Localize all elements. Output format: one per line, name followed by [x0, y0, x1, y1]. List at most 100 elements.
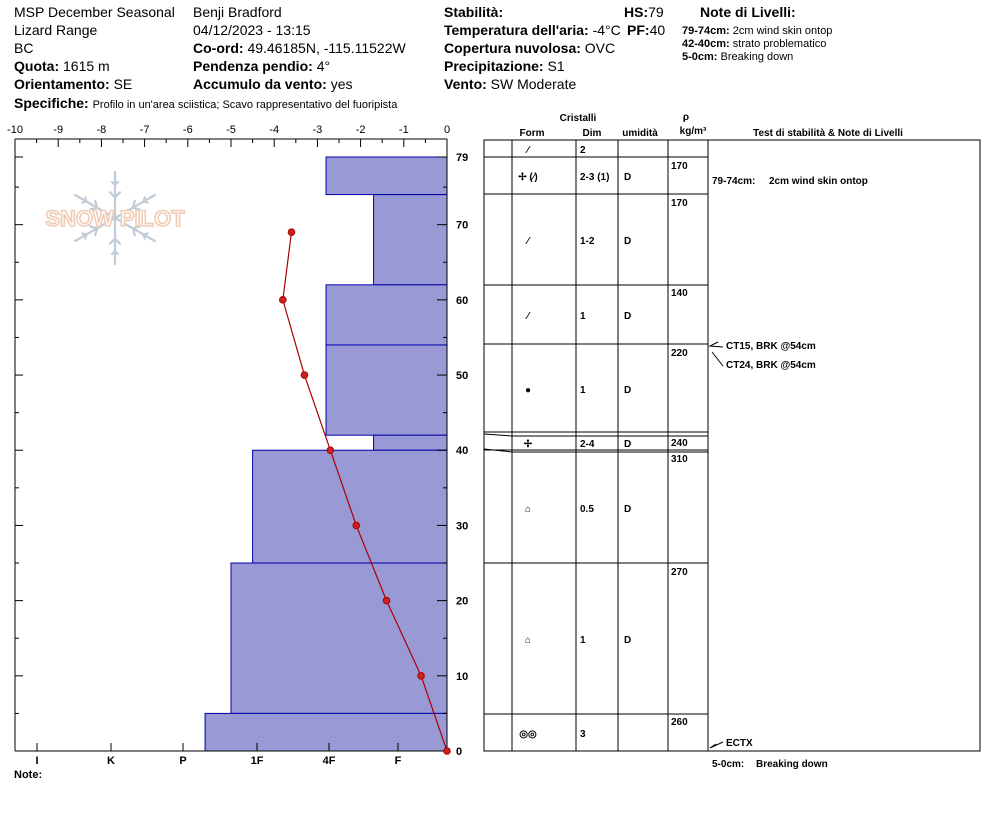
wetness: D	[624, 439, 631, 450]
crystal-form: ⁄	[525, 236, 531, 247]
crystal-size: 2	[580, 145, 586, 156]
wetness: D	[624, 504, 631, 515]
wetness: D	[624, 311, 631, 322]
y-tick-label: 40	[456, 445, 468, 457]
x-tick-label: -3	[313, 124, 323, 136]
air-temp: Temperatura dell'aria: -4°C	[444, 22, 621, 38]
x-tick-label: -6	[183, 124, 193, 136]
crystal-form: ◎◎	[519, 729, 537, 740]
y-tick-label: 70	[456, 220, 468, 232]
watermark-text: SNOW PILOT	[45, 206, 185, 231]
crystal-size: 3	[580, 729, 586, 740]
wetness: D	[624, 236, 631, 247]
hardness-layer	[373, 194, 448, 286]
note-2: 42-40cm: strato problematico	[682, 38, 827, 50]
x-tick-label: -9	[53, 124, 63, 136]
crystal-size: 2-3 (1)	[580, 172, 609, 183]
stability: Stabilità:	[444, 4, 504, 20]
connector	[483, 448, 513, 453]
hardness-layer	[325, 284, 448, 346]
y-tick-label: 0	[456, 746, 462, 758]
hardness-layer	[204, 712, 448, 752]
hardness-layer	[230, 562, 448, 714]
connector	[483, 433, 513, 437]
pf-value: PF:40	[627, 22, 666, 38]
notes-title: Note di Livelli:	[700, 4, 796, 20]
cloud-cover: Copertura nuvolosa: OVC	[444, 40, 616, 56]
wetness: D	[624, 385, 631, 396]
crystal-size: 1	[580, 311, 586, 322]
header-dim: Dim	[583, 128, 602, 139]
hardness-layer	[325, 344, 448, 436]
crystal-form: ●	[525, 385, 531, 396]
bottom-note-value: Breaking down	[756, 759, 828, 770]
temperature-point	[279, 296, 287, 304]
temperature-line	[282, 232, 448, 752]
header-umidita: umidità	[622, 128, 658, 139]
temperature-point	[443, 747, 451, 755]
range-name: Lizard Range	[14, 22, 98, 38]
note-1: 79-74cm: 2cm wind skin ontop	[682, 25, 833, 37]
crystal-size: 1	[580, 385, 586, 396]
aspect: Orientamento: SE	[14, 76, 133, 92]
density: 310	[671, 454, 688, 465]
temperature-point	[382, 596, 391, 605]
hardness-label: 1F	[251, 755, 264, 767]
y-tick-label: 60	[456, 295, 468, 307]
temperature-point	[352, 521, 361, 530]
layer-note-value: 2cm wind skin ontop	[769, 176, 868, 187]
snowpilot-watermark: SNOW PILOT	[45, 170, 186, 266]
x-tick-label: -8	[97, 124, 107, 136]
datetime: 04/12/2023 - 13:15	[193, 22, 311, 38]
density: 140	[671, 288, 688, 299]
temperature-point	[287, 228, 296, 236]
temperature-point	[300, 371, 309, 379]
density: 260	[671, 717, 688, 728]
wind: Vento: SW Moderate	[444, 76, 577, 92]
specifiche: Specifiche: Profilo in un'area sciistica…	[14, 95, 398, 111]
hardness-label: I	[35, 755, 38, 767]
crystal-form: ⁄	[525, 311, 531, 322]
crystal-form: ⌂	[525, 504, 531, 515]
y-tick-label: 50	[456, 370, 468, 382]
crystal-form: ✢	[524, 439, 533, 450]
x-tick-label: -1	[399, 124, 409, 136]
header-form: Form	[520, 128, 545, 139]
y-tick-label: 79	[456, 152, 468, 164]
table-frame	[483, 139, 981, 752]
test-pointer	[708, 341, 724, 348]
stability-test-2: CT24, BRK @54cm	[726, 360, 816, 371]
x-tick-label: -10	[7, 124, 23, 136]
region: BC	[14, 40, 34, 56]
y-tick-label: 20	[456, 596, 468, 608]
header-cristalli: Cristalli	[560, 113, 597, 124]
x-tick-label: -5	[226, 124, 236, 136]
note-3: 5-0cm: Breaking down	[682, 51, 794, 63]
density: 220	[671, 348, 688, 359]
x-tick-label: -4	[269, 124, 279, 136]
slope: Pendenza pendio: 4°	[193, 58, 331, 74]
x-tick-label: -2	[356, 124, 366, 136]
layer-note-label: 79-74cm:	[712, 176, 755, 187]
crystal-size: 1-2	[580, 236, 595, 247]
note-label: Note:	[14, 769, 42, 781]
stability-test-3: ECTX	[726, 738, 753, 749]
hardness-layer	[325, 156, 448, 196]
wind-loading: Accumulo da vento: yes	[193, 76, 353, 92]
header-rho: ρ	[683, 112, 689, 123]
wetness: D	[624, 172, 631, 183]
hardness-label: F	[395, 755, 402, 767]
header-rho-unit: kg/m³	[680, 126, 707, 137]
temperature-point	[417, 672, 425, 680]
y-tick-label: 30	[456, 520, 468, 532]
hs-value: HS:79	[624, 4, 664, 20]
y-tick-label: 10	[456, 671, 468, 683]
crystal-form: ⁄	[525, 145, 531, 156]
elevation: Quota: 1615 m	[14, 58, 110, 74]
crystal-size: 0.5	[580, 504, 594, 515]
crystal-form: ✢ (⁄)	[518, 172, 538, 183]
crystal-form: ⌂	[525, 635, 531, 646]
density: 270	[671, 567, 688, 578]
crystal-size: 1	[580, 635, 586, 646]
hardness-layer	[373, 434, 448, 451]
